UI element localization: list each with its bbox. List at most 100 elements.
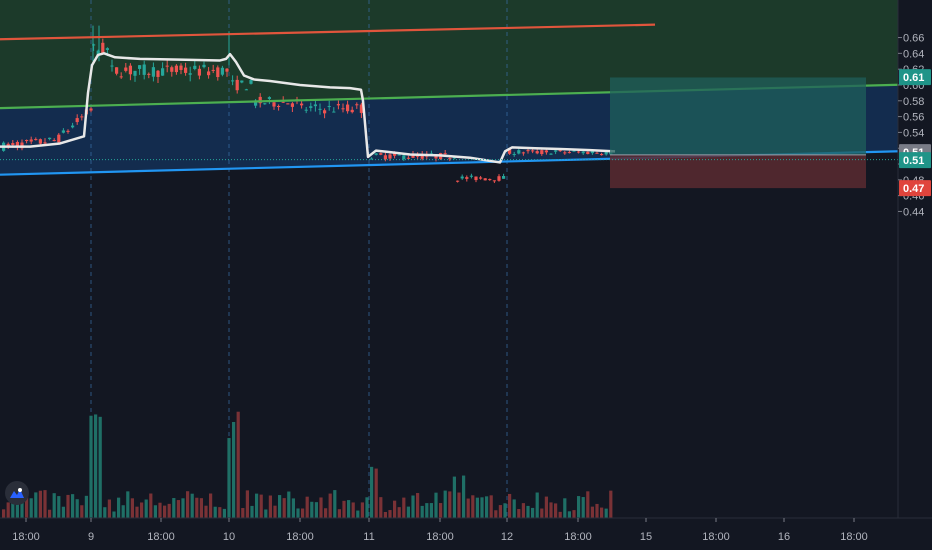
volume-bar: [531, 507, 535, 518]
candle-body: [174, 65, 178, 73]
price-tag: [899, 69, 931, 86]
candle-body: [383, 155, 387, 160]
volume-bar: [6, 502, 10, 518]
volume-bar: [107, 499, 111, 518]
candle-body: [554, 150, 558, 152]
candle-body: [355, 104, 359, 106]
trade-loss-zone: [610, 154, 866, 189]
candle-body: [52, 140, 56, 142]
vwap-line: [0, 52, 616, 164]
candle-body: [105, 48, 109, 50]
candle-body: [512, 153, 516, 155]
candle-body: [517, 150, 521, 154]
volume-bar: [402, 497, 406, 518]
volume-bar: [213, 506, 217, 518]
x-tick-label: 18:00: [147, 531, 175, 543]
price-tag-label: 0.47: [903, 183, 924, 195]
volume-bar: [245, 490, 249, 518]
trend-line-upper: [0, 23, 656, 41]
volume-bar: [268, 495, 272, 518]
candle-body: [502, 175, 506, 179]
volume-bar: [429, 503, 433, 518]
volume-bar: [508, 493, 512, 518]
volume-bar: [273, 505, 277, 518]
volume-bar: [98, 416, 102, 518]
volume-bar: [112, 511, 116, 518]
volume-bar: [103, 507, 107, 518]
volume-bar: [328, 493, 332, 518]
volume-bar: [11, 498, 15, 518]
candle-body: [34, 139, 38, 141]
candle-body: [138, 65, 142, 69]
candle-body: [567, 152, 571, 154]
candle-body: [66, 130, 70, 132]
candle-body: [456, 180, 460, 182]
volume-bar: [130, 498, 134, 518]
candle-body: [336, 104, 340, 106]
candle-body: [263, 103, 267, 105]
volume-bar: [517, 509, 521, 518]
volume-bar: [411, 495, 415, 518]
volume-bar: [236, 411, 240, 518]
candle-body: [156, 70, 160, 77]
x-tick-label: 9: [88, 531, 94, 543]
volume-bar: [250, 505, 254, 518]
tradingview-logo-icon[interactable]: [5, 481, 29, 505]
candle-body: [402, 155, 406, 160]
x-tick-label: 18:00: [702, 531, 730, 543]
volume-bar: [259, 494, 263, 518]
volume-bar: [209, 493, 213, 518]
price-axis-panel: [898, 0, 932, 550]
volume-bar: [577, 496, 581, 518]
volume-bar: [305, 496, 309, 518]
candle-body: [406, 157, 410, 159]
volume-bar: [475, 497, 479, 518]
candle-body: [448, 158, 452, 160]
x-tick-label: 18:00: [840, 531, 868, 543]
candle-body: [225, 68, 229, 72]
candle-body: [179, 65, 183, 70]
candle-body: [604, 151, 608, 155]
volume-bar: [176, 500, 180, 518]
volume-bar: [572, 510, 576, 518]
candle-body: [254, 100, 258, 106]
volume-bar: [406, 506, 410, 518]
candle-body: [544, 150, 548, 153]
volume-bar: [503, 503, 507, 518]
volume-bar: [489, 495, 493, 518]
candle-body: [452, 157, 456, 159]
candle-body: [258, 96, 262, 104]
candle-body: [586, 151, 590, 155]
volume-bar: [163, 505, 167, 518]
candle-body: [133, 70, 137, 76]
candle-body: [359, 104, 363, 113]
volume-bar: [498, 505, 502, 518]
candle-body: [443, 153, 447, 155]
candle-body: [300, 103, 304, 106]
volume-bar: [80, 505, 84, 518]
price-tag-label: 0.61: [903, 72, 924, 84]
volume-bar: [232, 421, 236, 518]
candle-body: [521, 152, 525, 154]
candle-body: [161, 68, 165, 76]
candle-body: [304, 109, 308, 111]
x-tick-label: 16: [778, 531, 790, 543]
candle-body: [370, 158, 374, 160]
volume-bar: [466, 498, 470, 518]
candle-body: [374, 153, 378, 155]
candle-body: [309, 106, 313, 108]
volume-bar: [25, 496, 29, 518]
volume-bar: [190, 493, 194, 518]
volume-bar: [117, 497, 121, 518]
candle-body: [488, 179, 492, 181]
volume-bar: [360, 502, 364, 518]
volume-bar: [388, 510, 392, 518]
volume-bar: [609, 490, 613, 518]
volume-bar: [558, 511, 562, 518]
volume-bar: [452, 476, 456, 518]
volume-bars: [2, 411, 613, 518]
volume-bar: [15, 495, 19, 518]
candle-body: [497, 176, 501, 181]
